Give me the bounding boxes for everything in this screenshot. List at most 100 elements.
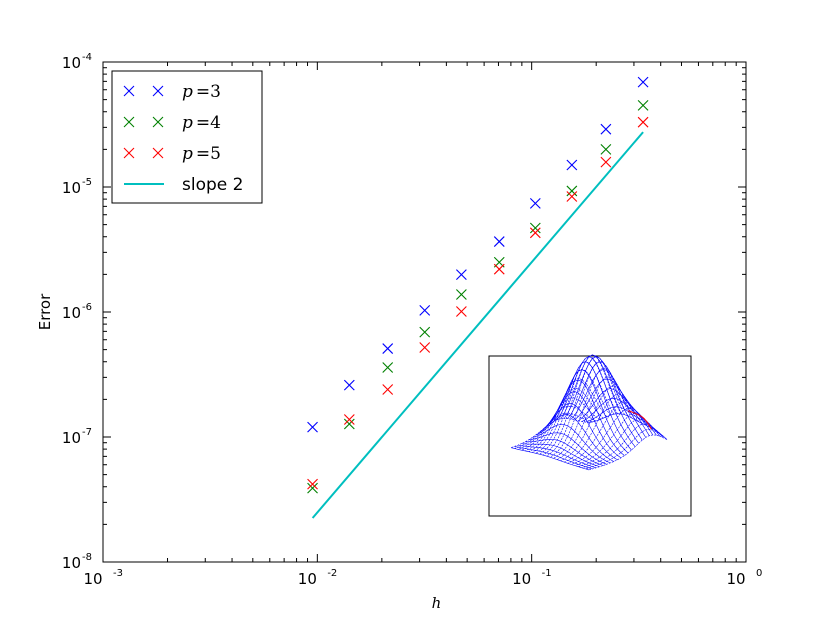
data-point [637, 99, 649, 111]
data-point [419, 326, 431, 338]
data-point [307, 421, 318, 433]
marker-stroke [382, 362, 394, 373]
mesh-line [588, 434, 668, 471]
legend-marker [152, 85, 164, 97]
y-tick-exponent: -4 [82, 52, 92, 63]
marker-stroke [455, 289, 467, 300]
data-point [382, 384, 394, 395]
data-point [343, 379, 355, 391]
marker-stroke [307, 478, 318, 490]
marker-stroke [382, 384, 394, 395]
x-tick-label: 10 [83, 570, 102, 588]
y-axis-label: Error [36, 293, 54, 330]
mesh-line [539, 403, 618, 461]
data-point [307, 482, 318, 494]
series-2 [307, 99, 649, 494]
wireframe-mesh [510, 354, 668, 471]
data-point [529, 222, 541, 234]
legend-marker [152, 116, 164, 128]
legend-label: p =3 [182, 82, 221, 102]
mesh-line [585, 429, 664, 470]
data-point [455, 306, 467, 317]
data-point [382, 362, 394, 373]
mesh-line [542, 391, 622, 459]
inset-plot [488, 354, 692, 517]
data-point [419, 305, 431, 316]
data-point [419, 342, 431, 353]
legend-entry: p =4 [123, 113, 221, 133]
data-point [455, 289, 467, 300]
marker-stroke [566, 185, 578, 197]
y-tick-label: 10 [62, 554, 81, 572]
marker-stroke [343, 379, 355, 391]
legend-entry: p =5 [123, 144, 221, 164]
y-tick-exponent: -8 [82, 552, 92, 563]
mesh-line [532, 368, 611, 453]
marker-stroke [343, 414, 355, 425]
data-point [493, 236, 505, 247]
data-point [455, 269, 467, 281]
mesh-line [525, 439, 604, 466]
x-tick-label: 10 [726, 570, 745, 588]
data-point [600, 123, 612, 135]
x-tick-exponent: -3 [113, 568, 123, 579]
marker-stroke [307, 482, 318, 494]
marker-stroke [455, 269, 467, 281]
legend-label: p =4 [182, 113, 221, 133]
y-tick-exponent: -5 [82, 177, 92, 188]
mesh-line [578, 418, 657, 467]
data-point [566, 159, 578, 171]
marker-stroke [529, 197, 541, 209]
marker-stroke [529, 222, 541, 234]
legend-marker [123, 85, 135, 97]
legend-label: p =5 [182, 144, 221, 164]
marker-stroke [637, 116, 649, 128]
x-tick-label: 10 [298, 570, 317, 588]
series-1 [307, 76, 649, 433]
legend-entry: p =3 [123, 82, 221, 102]
mesh-line [563, 356, 643, 441]
marker-stroke [419, 342, 431, 353]
data-point [566, 191, 578, 202]
axes: 10 -3 10 -2 10 -1 10 010 -810 -710 -610 -510 -4hErro… [36, 52, 762, 612]
mesh-line [581, 423, 661, 469]
marker-stroke [419, 326, 431, 338]
data-point [307, 478, 318, 490]
marker-stroke [307, 421, 318, 433]
mesh-line [532, 424, 611, 464]
mesh-line [525, 387, 604, 452]
x-tick-exponent: 0 [756, 568, 762, 579]
data-point [600, 156, 612, 168]
data-point [637, 76, 649, 88]
series-3 [307, 116, 649, 490]
x-tick-exponent: -2 [327, 568, 337, 579]
marker-stroke [382, 343, 394, 354]
mesh-line [560, 385, 639, 462]
marker-stroke [343, 418, 355, 430]
mesh-line [535, 414, 614, 462]
data-point [566, 185, 578, 197]
y-tick-exponent: -6 [82, 302, 92, 313]
x-axis-label: h [432, 594, 442, 612]
legend-entry: slope 2 [124, 175, 243, 195]
marker-stroke [600, 143, 612, 155]
y-tick-exponent: -7 [82, 427, 92, 438]
data-point [343, 418, 355, 430]
y-tick-label: 10 [62, 54, 81, 72]
marker-stroke [493, 263, 505, 275]
legend-marker [123, 147, 135, 159]
data-point [529, 197, 541, 209]
marker-stroke [600, 156, 612, 168]
mesh-line [510, 447, 590, 471]
mesh-line [549, 369, 629, 454]
legend-marker [152, 147, 164, 159]
y-tick-label: 10 [62, 179, 81, 197]
mesh-line [571, 407, 650, 465]
data-point [493, 263, 505, 275]
data-point [637, 116, 649, 128]
legend: p =3 p =4 p =5 slope 2 [111, 70, 263, 204]
plot-area [307, 76, 649, 519]
mesh-line [528, 432, 607, 465]
marker-stroke [419, 305, 431, 316]
